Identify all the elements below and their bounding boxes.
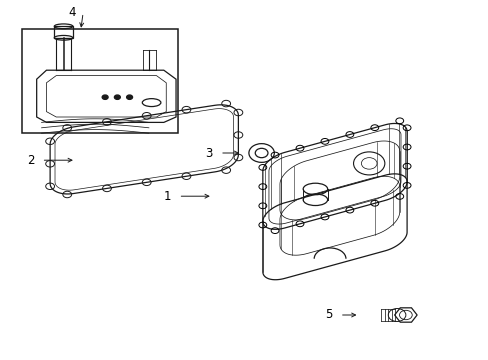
Circle shape [102,95,108,99]
Text: 3: 3 [205,147,212,159]
Bar [22,29,178,133]
Text: 5: 5 [325,309,332,321]
Text: 4: 4 [68,6,76,19]
Bar [54,26,73,38]
Text: 2: 2 [27,154,34,167]
Circle shape [114,95,120,99]
Text: 1: 1 [163,190,171,203]
Circle shape [126,95,132,99]
